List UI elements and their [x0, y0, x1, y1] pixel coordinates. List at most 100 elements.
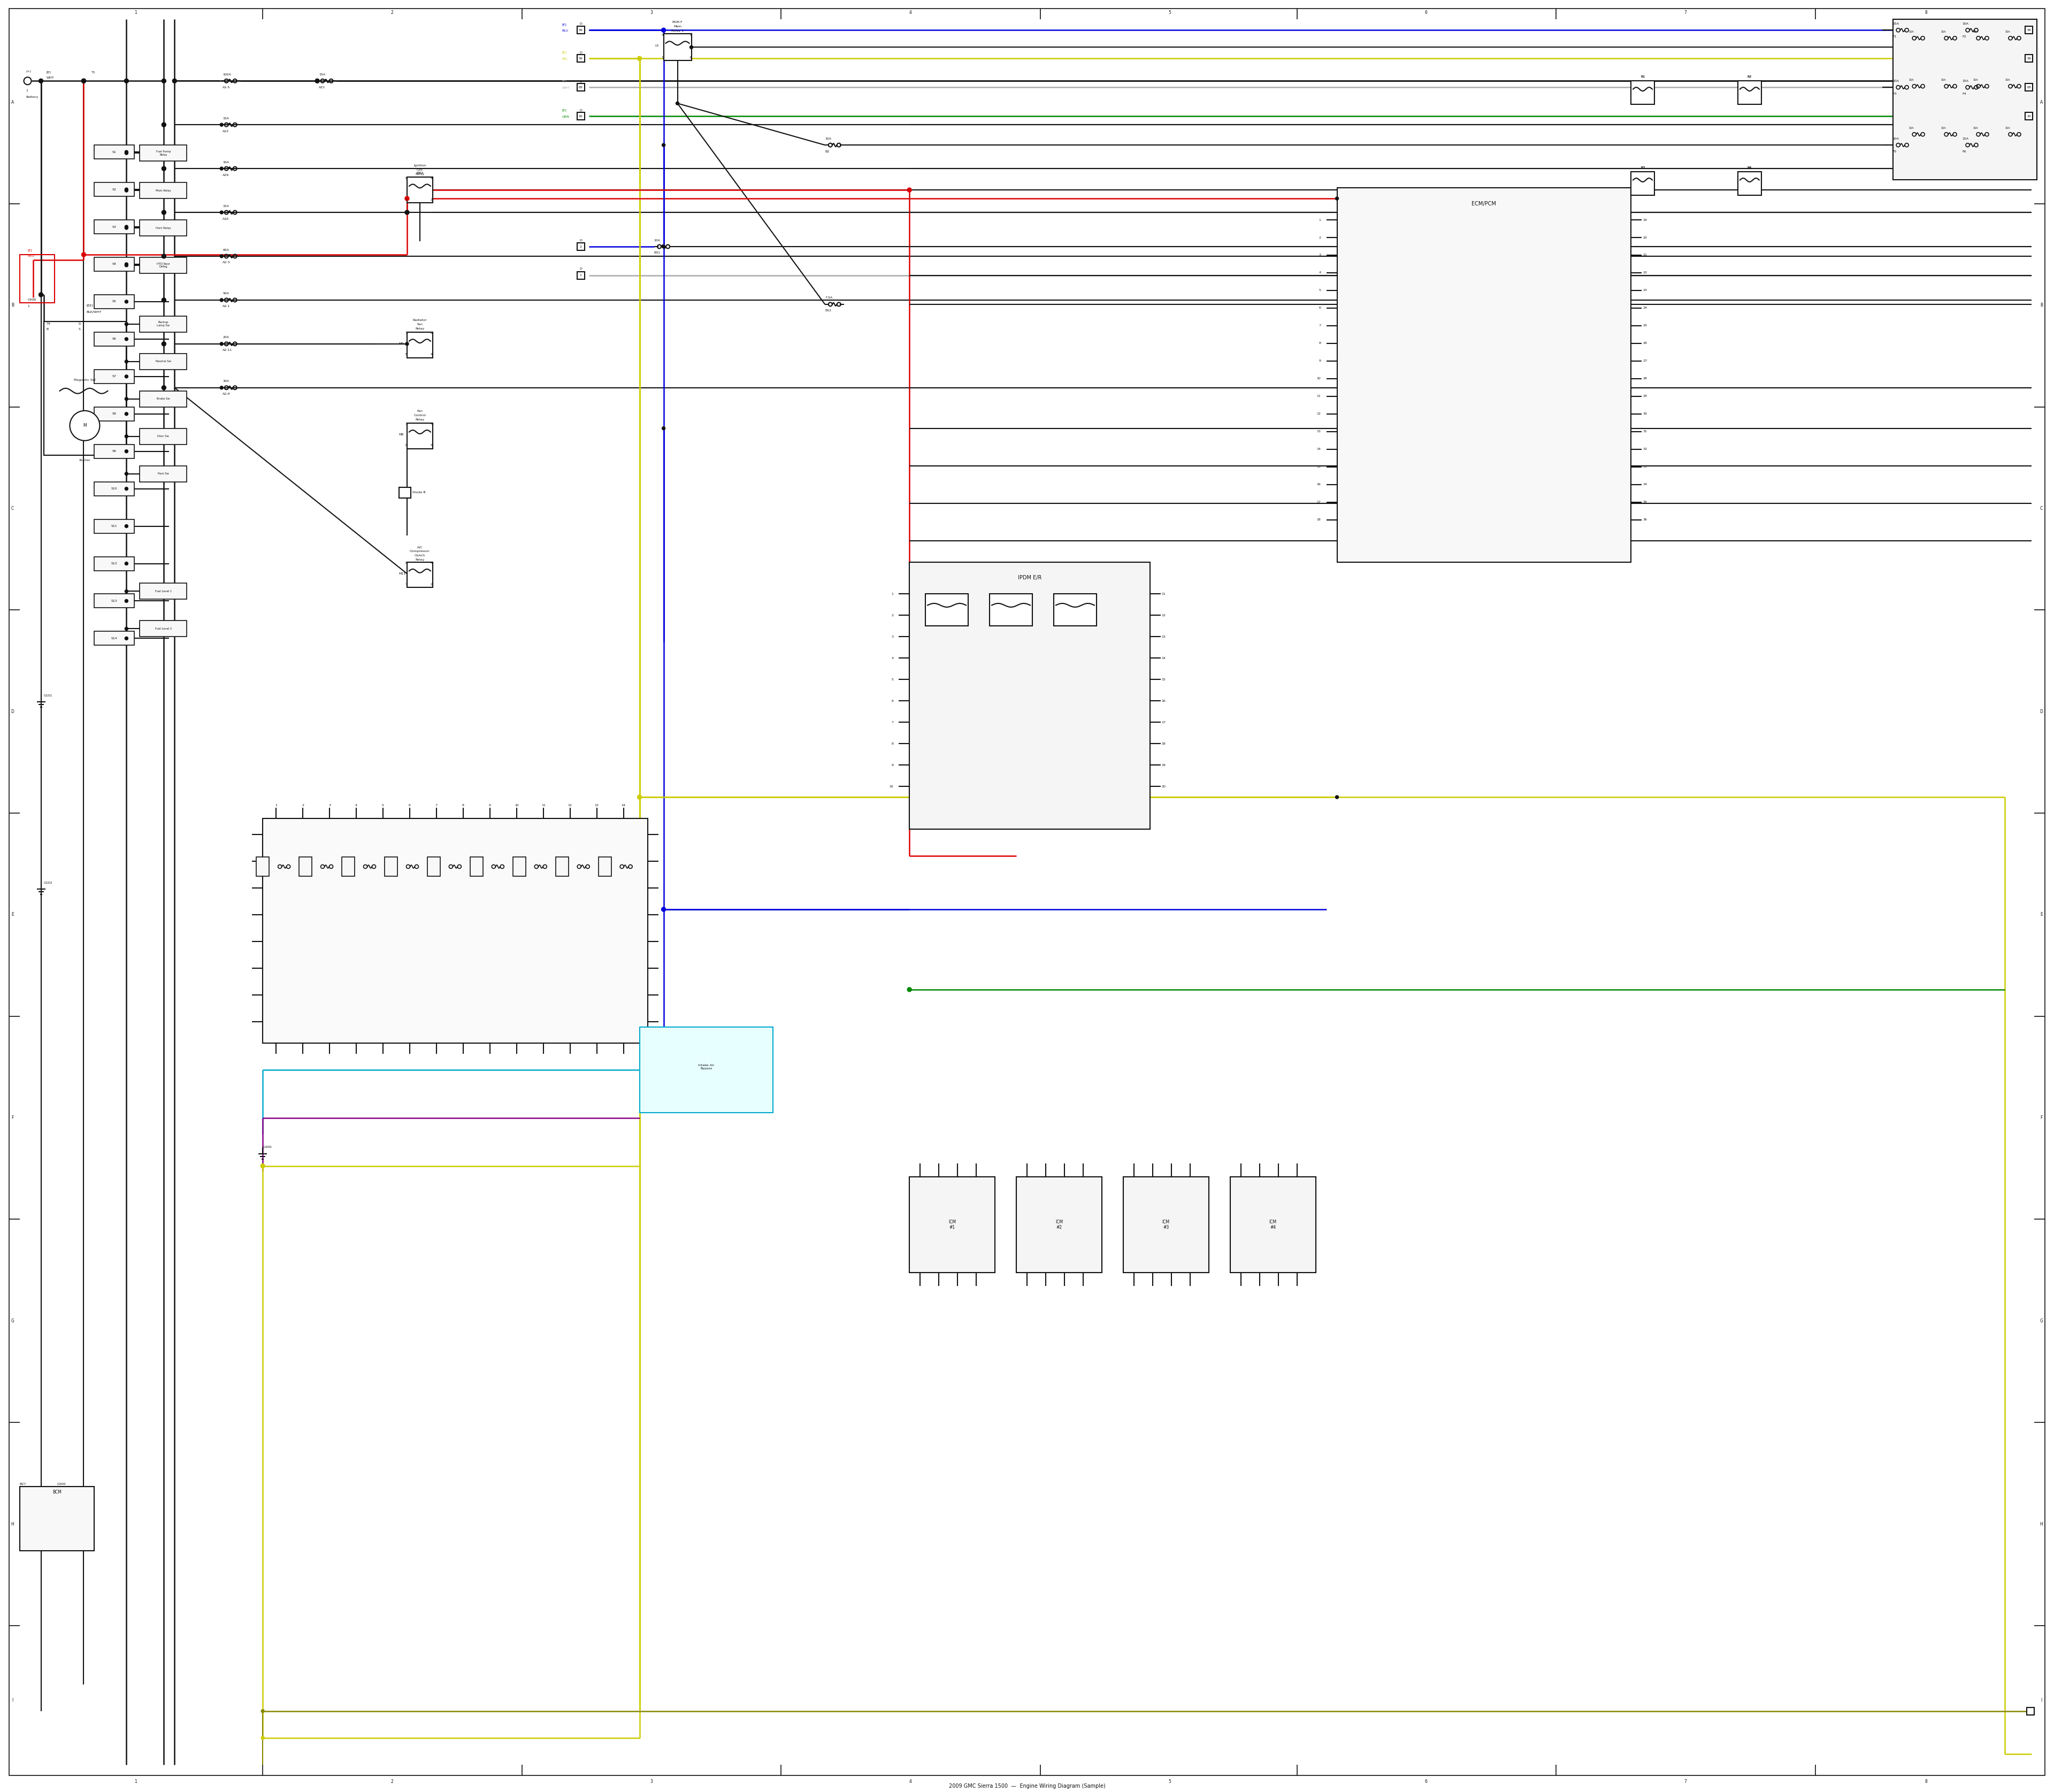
Text: M9: M9	[398, 342, 403, 346]
Text: 10A: 10A	[826, 138, 832, 140]
Bar	[94, 407, 134, 421]
Text: A22: A22	[222, 129, 230, 133]
Text: R2: R2	[1748, 75, 1752, 79]
Text: 15: 15	[1163, 677, 1167, 681]
Bar	[1124, 1177, 1208, 1272]
Text: I1: I1	[78, 323, 82, 326]
Text: 1: 1	[405, 332, 407, 335]
Circle shape	[261, 1163, 265, 1168]
Text: R3: R3	[1641, 167, 1645, 168]
Bar	[140, 391, 187, 407]
Text: A2-3: A2-3	[222, 262, 230, 263]
Text: S: S	[78, 328, 80, 332]
Text: 2: 2	[431, 582, 433, 586]
Bar	[407, 177, 433, 202]
Bar	[94, 593, 134, 607]
Bar	[94, 258, 134, 271]
Bar	[140, 584, 187, 599]
Text: 30: 30	[1643, 412, 1647, 416]
Text: 10A: 10A	[1974, 30, 1978, 32]
Text: H: H	[2040, 1521, 2044, 1527]
Circle shape	[125, 599, 127, 602]
Circle shape	[908, 188, 912, 192]
Text: 2: 2	[431, 332, 433, 335]
Bar	[21, 254, 53, 303]
Text: 24: 24	[1643, 306, 1647, 310]
Text: 9: 9	[1319, 360, 1321, 362]
Text: BLK/WHT: BLK/WHT	[86, 310, 103, 314]
Bar	[1738, 172, 1762, 195]
Text: 26: 26	[1643, 342, 1647, 344]
Text: 100A: 100A	[222, 73, 232, 75]
Bar	[910, 563, 1150, 830]
Text: 1: 1	[275, 805, 277, 806]
Text: 8: 8	[1925, 1779, 1927, 1785]
Text: 14: 14	[1163, 658, 1167, 659]
Text: 5: 5	[1169, 11, 1171, 14]
Circle shape	[220, 342, 224, 346]
Text: C: C	[2040, 505, 2044, 511]
Circle shape	[125, 152, 127, 154]
Bar	[577, 272, 585, 280]
Circle shape	[125, 435, 127, 437]
Text: 6: 6	[1319, 306, 1321, 310]
Bar	[407, 332, 433, 358]
Text: S7: S7	[113, 375, 117, 378]
Text: 4: 4	[910, 1779, 912, 1785]
Text: 15A: 15A	[1962, 79, 1968, 82]
Bar	[910, 1177, 994, 1272]
Text: 7: 7	[1319, 324, 1321, 328]
Bar	[577, 244, 585, 251]
Text: Diode B: Diode B	[413, 491, 425, 495]
Bar	[663, 34, 692, 61]
Text: 10A: 10A	[1941, 79, 1945, 81]
Text: A2-11: A2-11	[222, 349, 232, 351]
Text: A16: A16	[222, 217, 230, 220]
Text: [E]: [E]	[563, 23, 567, 25]
Text: 59: 59	[579, 57, 583, 59]
Text: B12: B12	[826, 310, 832, 312]
Text: 30A: 30A	[222, 380, 230, 383]
Bar	[140, 353, 187, 369]
Circle shape	[637, 56, 641, 61]
Text: 2: 2	[690, 56, 692, 59]
Bar	[639, 1027, 772, 1113]
Bar	[140, 466, 187, 482]
Bar	[1054, 593, 1097, 625]
Text: G300: G300	[263, 1145, 271, 1149]
Circle shape	[70, 410, 101, 441]
Circle shape	[125, 360, 127, 364]
Text: 2: 2	[302, 805, 304, 806]
Text: D: D	[10, 710, 14, 713]
Text: L5: L5	[655, 45, 659, 47]
Text: Brake Sw: Brake Sw	[156, 398, 170, 400]
Text: 20A: 20A	[1894, 79, 1900, 82]
Bar	[94, 557, 134, 570]
Text: Relay: Relay	[415, 559, 425, 561]
Text: G101: G101	[43, 694, 53, 697]
Text: 8: 8	[1319, 342, 1321, 344]
Text: ICM
#2: ICM #2	[1056, 1220, 1062, 1229]
Text: 34: 34	[1643, 484, 1647, 486]
Circle shape	[220, 299, 224, 301]
Text: Relay: Relay	[415, 328, 425, 330]
Text: Neutral Sw: Neutral Sw	[156, 360, 170, 362]
Circle shape	[405, 342, 409, 346]
Text: 5: 5	[382, 805, 384, 806]
Circle shape	[82, 79, 86, 82]
Text: D: D	[579, 81, 581, 82]
Text: B31: B31	[653, 251, 661, 254]
Text: 8: 8	[462, 805, 464, 806]
Text: YEL: YEL	[563, 57, 569, 61]
Text: Main: Main	[674, 25, 682, 27]
Text: F5: F5	[1894, 151, 1896, 152]
Circle shape	[1335, 796, 1339, 799]
Text: G: G	[2040, 1319, 2044, 1322]
Text: 4: 4	[431, 423, 433, 425]
Circle shape	[162, 342, 166, 346]
Text: 59: 59	[2027, 29, 2031, 32]
Text: 10A: 10A	[2005, 127, 2011, 129]
Text: 15A: 15A	[222, 116, 230, 120]
Circle shape	[125, 188, 127, 192]
Text: 42: 42	[2027, 115, 2031, 118]
